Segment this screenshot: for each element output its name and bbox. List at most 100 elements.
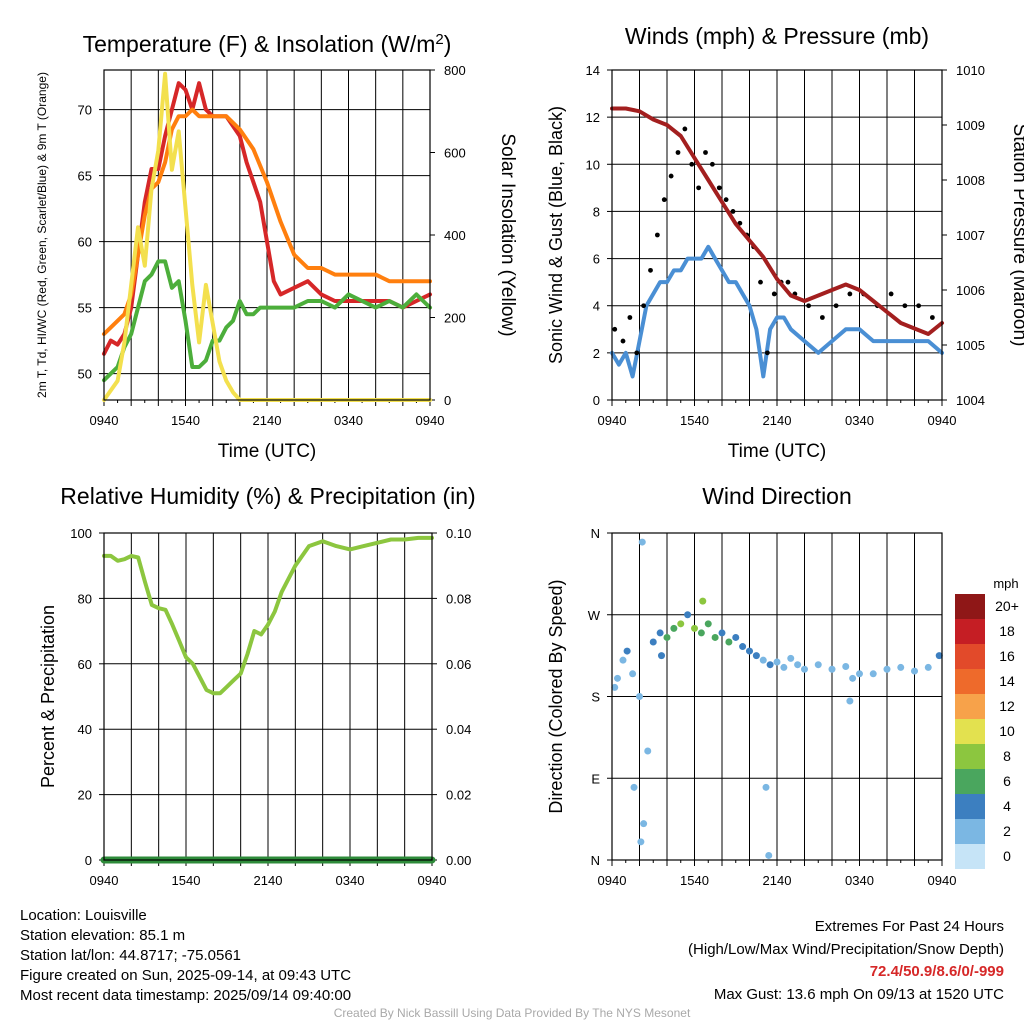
series-line	[102, 259, 432, 383]
legend-label: 18	[999, 623, 1015, 639]
direction-point	[765, 851, 773, 859]
y-axis-label: Percent & Precipitation	[38, 605, 58, 788]
legend-title: mph	[993, 576, 1018, 591]
direction-point	[677, 620, 685, 628]
direction-point	[787, 654, 795, 662]
legend-swatch	[955, 644, 985, 669]
x-tick-label: 1540	[172, 873, 201, 888]
gust-point	[785, 279, 791, 285]
y-tick-label: S	[591, 690, 600, 705]
y-tick-label: 55	[78, 301, 92, 316]
direction-point	[732, 633, 740, 641]
y-tick-label: 8	[593, 204, 600, 219]
gust-point	[620, 338, 626, 344]
direction-point	[746, 647, 753, 655]
y-tick-label: 4	[593, 299, 600, 314]
y-tick-label: 60	[78, 235, 92, 250]
chart-title: Winds (mph) & Pressure (mb)	[625, 23, 929, 49]
extremes-subtitle: (High/Low/Max Wind/Precipitation/Snow De…	[688, 940, 1004, 958]
gust-point	[696, 185, 702, 191]
legend-swatch	[955, 819, 985, 844]
direction-point	[794, 661, 802, 669]
credit-line: Created By Nick Bassill Using Data Provi…	[333, 1006, 691, 1020]
direction-point	[614, 674, 621, 682]
gust-point	[634, 350, 640, 356]
y2-tick-label: 0.04	[446, 722, 471, 737]
gust-point	[668, 173, 674, 179]
y-tick-label: 2	[593, 346, 600, 361]
legend-label: 2	[1003, 823, 1011, 839]
direction-point	[684, 611, 692, 619]
y-axis-label: Direction (Colored By Speed)	[546, 579, 566, 813]
x-tick-label: 0340	[334, 413, 363, 428]
direction-point	[649, 638, 657, 646]
legend-swatch	[955, 594, 985, 619]
gust-point	[612, 326, 618, 332]
direction-point	[699, 597, 707, 605]
direction-point	[636, 693, 643, 700]
direction-point	[759, 656, 767, 664]
gust-point	[819, 315, 825, 320]
direction-point	[766, 661, 774, 669]
direction-point	[911, 667, 918, 675]
chart-title: Wind Direction	[702, 483, 852, 509]
series-line	[610, 244, 944, 379]
legend-label: 4	[1003, 798, 1011, 814]
direction-point	[849, 674, 857, 682]
gust-point	[916, 303, 922, 309]
direction-point	[637, 838, 645, 846]
direction-point	[842, 663, 850, 671]
y2-tick-label: 1009	[956, 118, 985, 133]
direction-point	[762, 783, 770, 791]
y2-tick-label: 1006	[956, 283, 985, 298]
y2-axis-label: Station Pressure (Maroon)	[1009, 124, 1024, 347]
direction-point	[640, 820, 648, 828]
plot-frame	[103, 532, 433, 861]
gust-point	[929, 315, 935, 320]
gust-point	[806, 303, 812, 309]
x-tick-label: 0940	[90, 873, 119, 888]
gust-point	[723, 197, 729, 203]
direction-point	[611, 683, 619, 691]
y2-tick-label: 800	[444, 63, 466, 78]
y-tick-label: 12	[586, 110, 600, 125]
direction-point	[814, 661, 822, 669]
direction-point	[656, 629, 664, 637]
direction-point	[704, 620, 712, 628]
legend-label: 12	[999, 698, 1015, 714]
x-tick-label: 1540	[680, 873, 709, 888]
y-tick-label: 14	[586, 63, 600, 78]
y2-tick-label: 0.10	[446, 526, 471, 541]
gust-point	[771, 291, 777, 297]
direction-point	[658, 652, 665, 660]
extremes-title: Extremes For Past 24 Hours	[814, 918, 1004, 935]
direction-point	[924, 663, 932, 671]
gust-point	[675, 150, 681, 155]
y2-tick-label: 0.06	[446, 657, 471, 672]
y-tick-label: E	[591, 771, 600, 786]
gust-point	[888, 291, 894, 297]
legend-label: 0	[1003, 848, 1011, 864]
y-tick-label: 0	[85, 853, 92, 868]
gust-point	[709, 161, 715, 167]
recent-timestamp: Most recent data timestamp: 2025/09/14 0…	[20, 987, 352, 1004]
legend-swatch	[955, 769, 985, 794]
y2-tick-label: 400	[444, 228, 466, 243]
station-info: Location: Louisville Station elevation: …	[20, 906, 351, 1006]
plot-frame	[103, 69, 431, 401]
legend-swatch	[955, 719, 985, 744]
extremes-panel: Extremes For Past 24 Hours (High/Low/Max…	[688, 916, 1004, 1006]
gust-point	[648, 267, 653, 273]
x-tick-label: 0340	[336, 873, 365, 888]
legend-swatch	[955, 619, 985, 644]
figure-created: Figure created on Sun, 2025-09-14, at 09…	[20, 967, 352, 984]
direction-point	[828, 665, 836, 673]
gust-point	[627, 315, 633, 320]
legend-swatch	[955, 669, 985, 694]
y-tick-label: W	[588, 608, 601, 623]
y-tick-label: N	[591, 853, 600, 868]
chart-title: Relative Humidity (%) & Precipitation (i…	[60, 483, 475, 509]
x-tick-label: 0940	[416, 413, 445, 428]
legend-swatch	[955, 744, 985, 769]
gust-point	[902, 303, 908, 309]
